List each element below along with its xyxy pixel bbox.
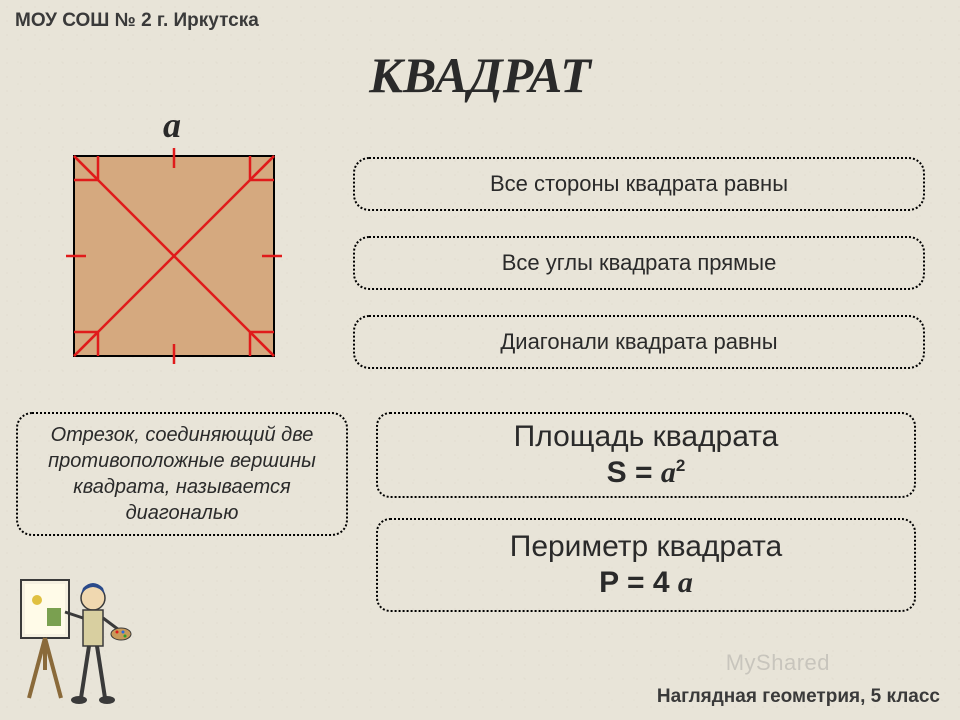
area-math: S = а2 [607, 455, 686, 491]
footer-text: Наглядная геометрия, 5 класс [657, 686, 940, 708]
square-diagram [66, 148, 282, 364]
school-header: МОУ СОШ № 2 г. Иркутска [15, 10, 259, 32]
area-sup: 2 [676, 456, 685, 475]
property-angles-right: Все углы квадрата прямые [353, 236, 925, 290]
perimeter-var: а [678, 566, 693, 599]
area-label: Площадь квадрата [514, 419, 779, 455]
side-label-a: а [163, 104, 181, 146]
property-sides-equal: Все стороны квадрата равны [353, 157, 925, 211]
area-formula: Площадь квадрата S = а2 [376, 412, 916, 498]
area-lhs: S = [607, 456, 661, 489]
perimeter-lhs: P = 4 [599, 566, 678, 599]
area-var: а [661, 456, 676, 489]
diagonal-definition: Отрезок, соединяющий две противоположные… [16, 412, 348, 536]
page-title: КВАДРАТ [0, 46, 960, 104]
property-diagonals-equal: Диагонали квадрата равны [353, 315, 925, 369]
artist-clipart-icon [15, 570, 135, 710]
watermark: MyShared [726, 650, 830, 676]
perimeter-label: Периметр квадрата [510, 529, 782, 565]
perimeter-formula: Периметр квадрата P = 4 а [376, 518, 916, 612]
perimeter-math: P = 4 а [599, 565, 693, 601]
